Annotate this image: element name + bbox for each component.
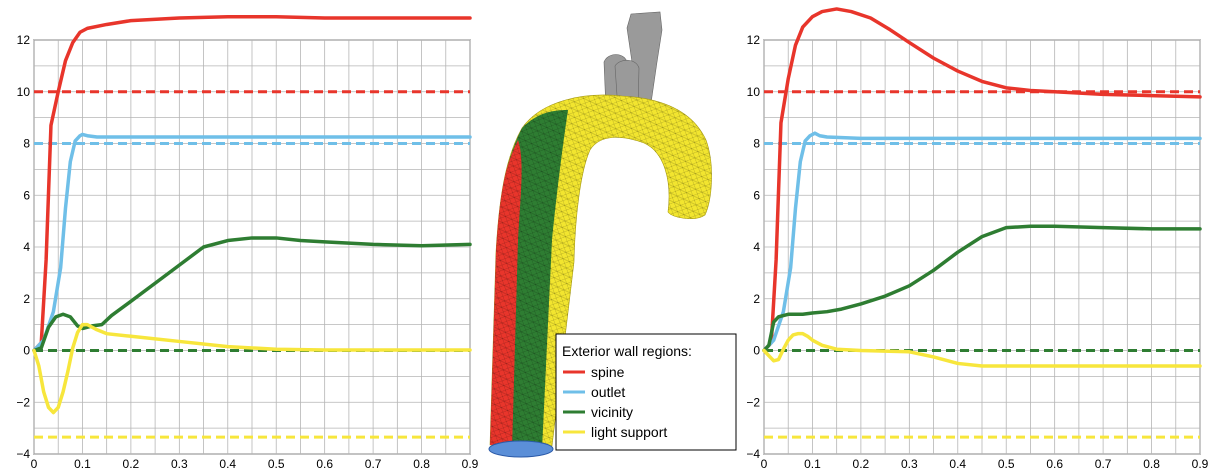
series-line-spine xyxy=(762,7,1202,353)
legend: Exterior wall regions: spine outlet vicini… xyxy=(555,333,737,451)
legend-label-spine: spine xyxy=(591,364,625,380)
series-line-vicinity xyxy=(32,236,472,353)
x-tick-label: 0.8 xyxy=(1143,457,1160,470)
series-line-light-support xyxy=(762,331,1202,368)
legend-box xyxy=(555,333,737,451)
x-tick-label: 0.8 xyxy=(413,457,430,470)
y-tick-label: −4 xyxy=(16,447,30,461)
x-tick-label: 0.7 xyxy=(365,457,382,470)
legend-label-light-support: light support xyxy=(591,424,667,440)
y-tick-label: 0 xyxy=(753,344,760,358)
legend-title: Exterior wall regions: xyxy=(562,343,692,359)
series-line-light-support xyxy=(32,322,472,415)
x-tick-label: 0.3 xyxy=(901,457,918,470)
y-tick-label: −2 xyxy=(16,395,30,409)
legend-label-vicinity: vicinity xyxy=(591,404,633,420)
legend-items: spine outlet vicinity light support xyxy=(563,364,667,440)
y-tick-label: 2 xyxy=(753,292,760,306)
x-tick-label: 0.4 xyxy=(949,457,966,470)
x-tick-label: 0.2 xyxy=(123,457,140,470)
x-tick-label: 0.7 xyxy=(1095,457,1112,470)
y-tick-label: 8 xyxy=(753,137,760,151)
series-line-vicinity xyxy=(762,224,1202,353)
grid-right xyxy=(763,39,1201,455)
y-tick-label: −4 xyxy=(746,447,760,461)
y-tick-label: 4 xyxy=(753,240,760,254)
x-tick-label: 0.5 xyxy=(998,457,1015,470)
aorta-outlet-region xyxy=(488,440,554,458)
x-tick-label: 0.1 xyxy=(74,457,91,470)
x-tick-label: 0.3 xyxy=(171,457,188,470)
x-tick-label: 0.1 xyxy=(804,457,821,470)
series-line-spine xyxy=(32,14,472,353)
x-tick-label: 0.9 xyxy=(1192,457,1209,470)
x-tick-labels-right: 0 0.1 0.2 0.3 0.4 0.5 0.6 0.7 0.8 0.9 xyxy=(761,457,1209,470)
y-tick-label: −2 xyxy=(746,395,760,409)
y-tick-label: 6 xyxy=(23,188,30,202)
y-tick-label: 4 xyxy=(23,240,30,254)
series-line-outlet xyxy=(762,131,1202,353)
x-tick-label: 0.5 xyxy=(268,457,285,470)
legend-label-outlet: outlet xyxy=(591,384,625,400)
x-tick-label: 0 xyxy=(31,457,38,470)
chart-right: 0 0.1 0.2 0.3 0.4 0.5 0.6 0.7 0.8 0.9 −4 −2 0 2 4 6 8 10… xyxy=(746,7,1209,470)
y-tick-label: 6 xyxy=(753,188,760,202)
y-tick-label: 12 xyxy=(17,33,31,47)
x-tick-label: 0.2 xyxy=(853,457,870,470)
x-tick-label: 0.9 xyxy=(462,457,479,470)
y-tick-label: 10 xyxy=(17,85,31,99)
x-tick-labels-left: 0 0.1 0.2 0.3 0.4 0.5 0.6 0.7 0.8 0.9 xyxy=(31,457,479,470)
y-tick-label: 8 xyxy=(23,137,30,151)
series-left xyxy=(32,14,472,415)
x-tick-label: 0.6 xyxy=(1046,457,1063,470)
series-line-outlet xyxy=(32,132,472,353)
chart-left: 0 0.1 0.2 0.3 0.4 0.5 0.6 0.7 0.8 0.9 −4 −2 0 2 4 6 8 10… xyxy=(16,14,479,470)
reference-lines-left xyxy=(34,90,470,439)
y-tick-label: 2 xyxy=(23,292,30,306)
y-tick-label: 10 xyxy=(747,85,761,99)
x-tick-label: 0.4 xyxy=(219,457,236,470)
y-tick-labels-right: −4 −2 0 2 4 6 8 10 12 xyxy=(746,33,760,461)
y-tick-labels-left: −4 −2 0 2 4 6 8 10 12 xyxy=(16,33,30,461)
y-tick-label: 0 xyxy=(23,344,30,358)
y-tick-label: 12 xyxy=(747,33,761,47)
x-tick-label: 0 xyxy=(761,457,768,470)
series-right xyxy=(762,7,1202,368)
x-tick-label: 0.6 xyxy=(316,457,333,470)
